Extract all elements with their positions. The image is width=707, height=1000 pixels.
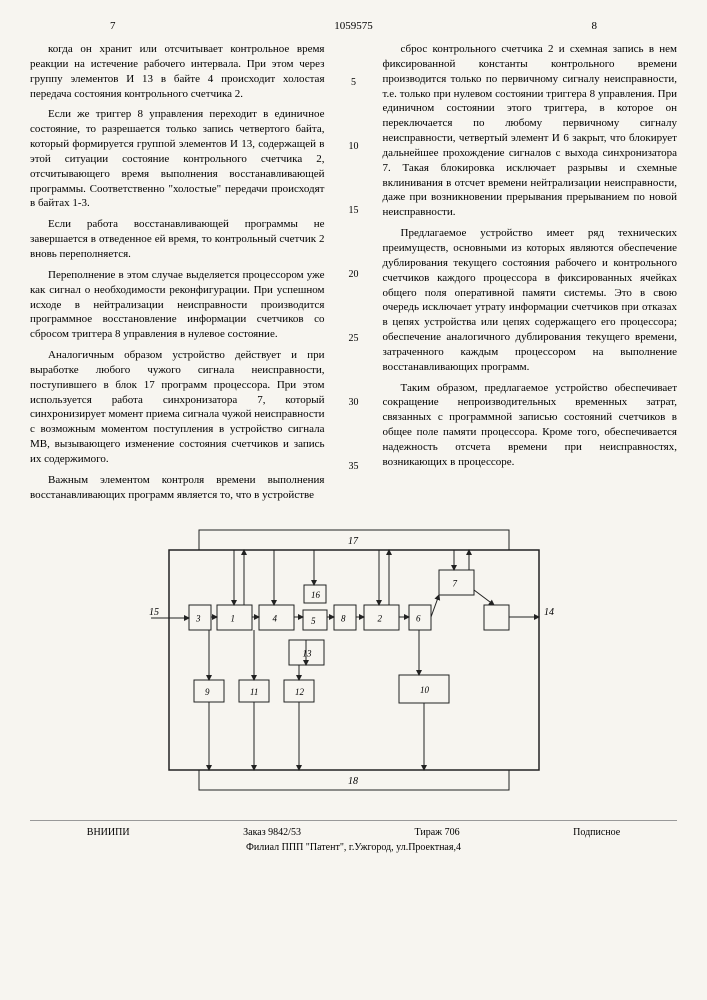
lineno: 25 <box>345 333 363 344</box>
lineno: 20 <box>345 269 363 280</box>
footer: ВНИИПИ Заказ 9842/53 Тираж 706 Подписное… <box>30 820 677 853</box>
svg-text:14: 14 <box>544 607 554 618</box>
column-right: сброс контрольного счетчика 2 и схемная … <box>383 42 678 508</box>
doc-number: 1059575 <box>334 20 373 32</box>
para: Важным элементом контроля времени выполн… <box>30 473 325 503</box>
para: Если работа восстанавливающей программы … <box>30 217 325 262</box>
para: Переполнение в этом случае выделяется пр… <box>30 268 325 342</box>
svg-text:1: 1 <box>230 614 235 624</box>
column-left: когда он хранит или отсчитывает контроль… <box>30 42 325 508</box>
para: Таким образом, предлагаемое устройство о… <box>383 381 678 470</box>
para: Предлагаемое устройство имеет ряд технич… <box>383 226 678 374</box>
svg-text:15: 15 <box>149 607 159 618</box>
footer-tirage: Тираж 706 <box>415 827 460 838</box>
footer-order: Заказ 9842/53 <box>243 827 301 838</box>
lineno: 15 <box>345 205 363 216</box>
para: когда он хранит или отсчитывает контроль… <box>30 42 325 101</box>
footer-org: ВНИИПИ <box>87 827 130 838</box>
svg-text:7: 7 <box>452 579 457 589</box>
svg-text:10: 10 <box>420 685 430 695</box>
svg-text:8: 8 <box>341 614 346 624</box>
text-columns: когда он хранит или отсчитывает контроль… <box>30 42 677 508</box>
svg-text:11: 11 <box>250 687 258 697</box>
para: Аналогичным образом устройство действует… <box>30 348 325 467</box>
lineno: 30 <box>345 397 363 408</box>
page-header: 7 1059575 8 <box>30 20 677 32</box>
svg-text:6: 6 <box>416 614 421 624</box>
svg-text:13: 13 <box>302 649 312 659</box>
footer-sign: Подписное <box>573 827 620 838</box>
svg-text:2: 2 <box>377 614 382 624</box>
para: Если же триггер 8 управления переходит в… <box>30 107 325 211</box>
svg-text:12: 12 <box>295 687 305 697</box>
svg-text:16: 16 <box>311 590 321 600</box>
lineno: 35 <box>345 461 363 472</box>
para: сброс контрольного счетчика 2 и схемная … <box>383 42 678 220</box>
svg-text:4: 4 <box>272 614 277 624</box>
svg-text:5: 5 <box>311 616 316 626</box>
svg-text:3: 3 <box>195 614 201 624</box>
lineno: 5 <box>345 77 363 88</box>
page-num-right: 8 <box>592 20 598 32</box>
svg-text:9: 9 <box>205 687 210 697</box>
line-numbers: 5 10 15 20 25 30 35 <box>345 42 363 508</box>
block-diagram: 141718153141651382679111210 <box>139 520 569 800</box>
footer-addr: Филиал ППП "Патент", г.Ужгород, ул.Проек… <box>30 842 677 853</box>
svg-text:17: 17 <box>348 536 359 547</box>
lineno: 10 <box>345 141 363 152</box>
page-num-left: 7 <box>110 20 116 32</box>
svg-text:18: 18 <box>348 776 358 787</box>
